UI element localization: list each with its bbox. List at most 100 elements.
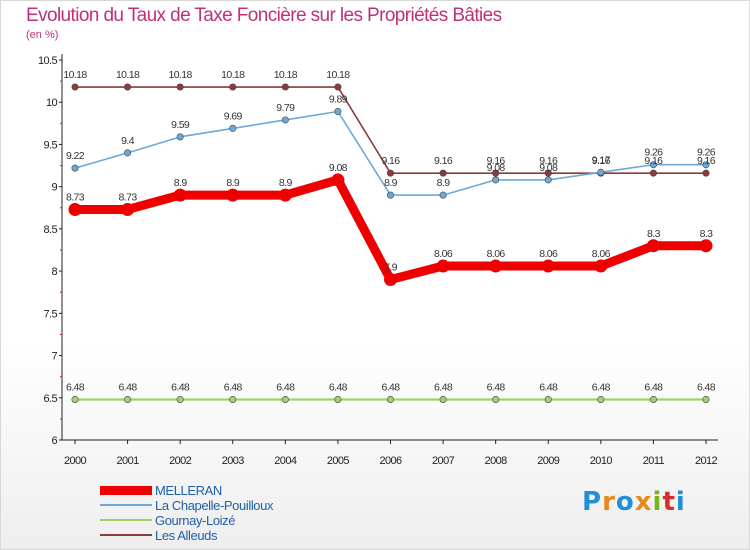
data-label: 8.3	[700, 228, 714, 240]
data-point	[281, 83, 289, 91]
data-label: 9.69	[224, 110, 243, 122]
y-tick-label: 8	[51, 266, 57, 278]
data-label: 6.48	[276, 381, 295, 393]
data-point	[229, 124, 237, 132]
data-label: 9.26	[697, 147, 716, 159]
data-label: 9.16	[539, 155, 558, 167]
data-point	[176, 83, 184, 91]
data-point	[544, 395, 552, 403]
data-point	[702, 161, 710, 169]
y-tick-label: 7.5	[44, 308, 58, 320]
data-label: 9.16	[644, 155, 663, 167]
legend-item: La Chapelle-Pouilloux	[100, 498, 360, 513]
data-label: 9.16	[697, 155, 716, 167]
data-label: 9.16	[487, 155, 506, 167]
data-point	[281, 395, 289, 403]
data-point	[597, 395, 605, 403]
data-point	[386, 169, 394, 177]
data-label: 8.9	[226, 177, 240, 189]
x-tick-label: 2000	[64, 455, 87, 467]
x-tick-label: 2002	[169, 455, 192, 467]
data-label: 6.48	[487, 381, 506, 393]
data-label: 6.48	[697, 381, 716, 393]
x-tick-label: 2009	[537, 455, 560, 467]
data-point	[702, 395, 710, 403]
data-label: 9.59	[171, 119, 190, 131]
data-label: 9.22	[66, 150, 85, 162]
series-layer	[68, 83, 713, 403]
x-tick-label: 2006	[379, 455, 402, 467]
data-label: 6.48	[644, 381, 663, 393]
data-point	[386, 191, 394, 199]
data-label: 8.06	[487, 248, 506, 260]
data-point	[541, 259, 555, 273]
series-la-chapelle-pouilloux	[71, 108, 710, 199]
data-label: 6.48	[224, 381, 243, 393]
y-tick-label: 8.5	[44, 224, 58, 236]
data-label: 9.26	[644, 147, 663, 159]
logo-letter: x	[634, 487, 653, 517]
data-point	[71, 83, 79, 91]
x-tick-label: 2003	[222, 455, 245, 467]
legend-item: MELLERAN	[100, 483, 360, 498]
data-label: 8.3	[647, 228, 661, 240]
logo-letter: o	[615, 487, 635, 517]
y-tick-label: 9	[51, 182, 57, 194]
data-point	[594, 259, 608, 273]
data-label: 6.48	[539, 381, 558, 393]
data-label: 8.06	[592, 248, 611, 260]
data-label: 10.18	[274, 69, 298, 81]
data-point	[226, 188, 240, 202]
data-label: 6.48	[592, 381, 611, 393]
legend: MELLERAN La Chapelle-Pouilloux Gournay-Loi…	[100, 483, 360, 543]
data-point	[334, 108, 342, 116]
data-point	[649, 161, 657, 169]
data-label: 10.18	[116, 69, 140, 81]
legend-swatch	[100, 485, 152, 495]
data-label: 9.17	[592, 154, 611, 166]
data-point	[281, 116, 289, 124]
legend-swatch	[100, 519, 152, 521]
data-point	[331, 173, 345, 187]
data-label: 7.9	[384, 262, 398, 274]
data-label: 9.4	[121, 135, 135, 147]
data-label: 6.48	[434, 381, 453, 393]
data-label: 8.9	[174, 177, 188, 189]
logo-letter: r	[602, 487, 616, 517]
data-point	[176, 395, 184, 403]
data-point	[699, 239, 713, 253]
data-point	[68, 202, 82, 216]
data-labels-layer: 8.73 8.73 8.9 8.9 8.9 9.08 7.9 8.06 8.06 8.06 8.06…	[63, 69, 716, 393]
data-point	[176, 133, 184, 141]
data-point	[439, 395, 447, 403]
data-point	[384, 273, 397, 287]
logo-letter: i	[675, 487, 686, 517]
data-point	[124, 395, 132, 403]
y-tick-label: 7	[51, 351, 57, 363]
data-point	[646, 239, 660, 253]
data-point	[121, 202, 135, 216]
chart-title: Evolution du Taux de Taxe Foncière sur l…	[26, 5, 502, 26]
data-label: 8.06	[434, 248, 453, 260]
legend-label: Les Alleuds	[155, 528, 218, 543]
legend-swatch	[100, 504, 152, 506]
data-point	[544, 169, 552, 177]
x-tick-label: 2012	[695, 455, 718, 467]
data-label: 9.08	[329, 162, 348, 174]
legend-swatch	[100, 534, 152, 536]
data-point	[649, 395, 657, 403]
legend-item: Gournay-Loizé	[100, 513, 360, 528]
data-point	[278, 188, 292, 202]
data-label: 10.18	[221, 69, 245, 81]
data-point	[489, 259, 503, 273]
data-label: 8.9	[279, 177, 293, 189]
data-point	[492, 395, 500, 403]
x-tick-label: 2008	[485, 455, 508, 467]
series-gournay-loiz-	[71, 395, 710, 403]
data-label: 8.9	[437, 177, 451, 189]
logo-letter: t	[662, 487, 676, 517]
data-label: 9.16	[381, 155, 400, 167]
chart-unit: (en %)	[26, 29, 59, 41]
